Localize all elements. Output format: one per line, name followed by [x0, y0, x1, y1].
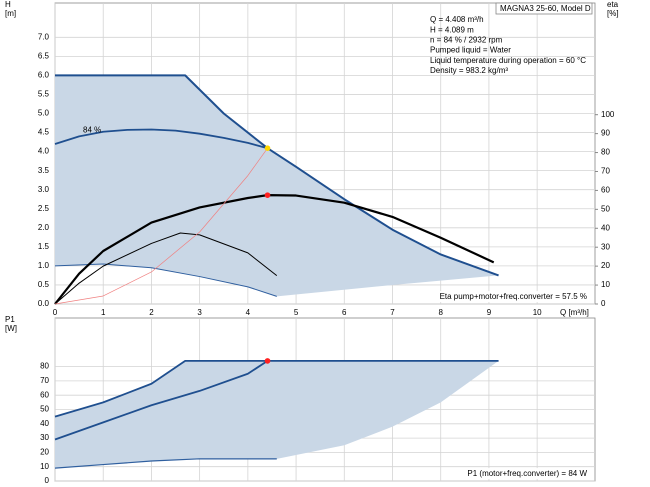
y-tick-label: 30: [40, 433, 49, 442]
model-name: MAGNA3 25-60, Model D: [500, 4, 591, 13]
curve: [54, 194, 495, 305]
curve: [54, 360, 269, 441]
info-line: n = 84 % / 2932 rpm: [430, 36, 503, 45]
operating-point: [264, 192, 271, 198]
y-tick-label: 80: [40, 362, 49, 371]
y2-tick-label: 10: [601, 280, 610, 289]
y-tick-label: 5.0: [38, 109, 50, 118]
x-tick-label: 1: [101, 308, 106, 317]
y-tick-label: 4.5: [38, 128, 50, 137]
info-line: Liquid temperature during operation = 60…: [430, 56, 586, 65]
curve-label: 84 %: [83, 126, 101, 135]
curve: [54, 359, 499, 418]
x-tick-label: 6: [342, 308, 347, 317]
y-tick-label: 7.0: [38, 32, 50, 41]
y-tick-label: 6.5: [38, 51, 50, 60]
x-tick-label: 8: [438, 308, 443, 317]
y-tick-label: 0: [45, 476, 50, 485]
footnote: P1 (motor+freq.converter) = 84 W: [467, 469, 587, 478]
y2-tick-label: 50: [601, 204, 610, 213]
y2-tick-label: 70: [601, 167, 610, 176]
y2-tick-label: 100: [601, 110, 615, 119]
x-tick-label: 5: [294, 308, 299, 317]
y-tick-label: 40: [40, 419, 49, 428]
info-line: H = 4.089 m: [430, 25, 474, 34]
y2-axis-unit: [%]: [607, 9, 619, 18]
x-tick-label: 2: [149, 308, 154, 317]
info-line: Q = 4.408 m³/h: [430, 15, 484, 24]
curve: [54, 147, 268, 305]
curve: [54, 263, 277, 297]
y2-tick-label: 20: [601, 261, 610, 270]
y-tick-label: 0.0: [38, 299, 50, 308]
y-tick-label: 3.0: [38, 185, 50, 194]
curve: [54, 458, 277, 469]
footnote: Eta pump+motor+freq.converter = 57.5 %: [440, 292, 587, 301]
y2-tick-label: 0: [601, 299, 606, 308]
y-tick-label: 50: [40, 405, 49, 414]
operating-point: [264, 145, 271, 152]
y-tick-label: 6.0: [38, 71, 50, 80]
y-tick-label: 3.5: [38, 166, 50, 175]
y-tick-label: 70: [40, 376, 49, 385]
y-tick-label: 60: [40, 390, 49, 399]
y-axis-unit: [W]: [5, 324, 17, 333]
y-tick-label: 20: [40, 448, 49, 457]
y2-tick-label: 90: [601, 129, 610, 138]
y-tick-label: 2.0: [38, 223, 50, 232]
y-tick-label: 10: [40, 462, 49, 471]
x-tick-label: 4: [246, 308, 251, 317]
y-tick-label: 4.0: [38, 147, 50, 156]
y-tick-label: 2.5: [38, 204, 50, 213]
curve: [55, 74, 499, 277]
y-tick-label: 0.5: [38, 280, 50, 289]
info-line: Density = 983.2 kg/m³: [430, 66, 508, 75]
x-tick-label: 10: [533, 308, 542, 317]
y-axis-unit: [m]: [5, 9, 16, 18]
curve: [54, 128, 268, 150]
y-tick-label: 1.5: [38, 242, 50, 251]
info-line: Pumped liquid = Water: [430, 46, 511, 55]
y-axis-label: P1: [5, 315, 15, 324]
y-axis-label: H: [5, 0, 11, 9]
x-label-bg: [557, 308, 593, 318]
x-tick-label: 7: [390, 308, 395, 317]
y2-tick-label: 80: [601, 148, 610, 157]
y2-axis-label: eta: [607, 0, 619, 9]
model-box: [495, 2, 593, 15]
operating-region: [55, 360, 499, 469]
y2-tick-label: 40: [601, 223, 610, 232]
footnote-bg: [436, 291, 590, 303]
curve: [54, 232, 278, 305]
x-tick-label: 9: [487, 308, 492, 317]
y2-tick-label: 30: [601, 242, 610, 251]
x-axis-label: Q [m³/h]: [560, 308, 589, 317]
y-tick-label: 1.0: [38, 261, 50, 270]
x-tick-label: 3: [197, 308, 202, 317]
footnote-bg: [464, 468, 591, 480]
y-tick-label: 5.5: [38, 90, 50, 99]
operating-point: [264, 358, 271, 364]
y2-tick-label: 60: [601, 186, 610, 195]
x-tick-label: 0: [53, 308, 58, 317]
